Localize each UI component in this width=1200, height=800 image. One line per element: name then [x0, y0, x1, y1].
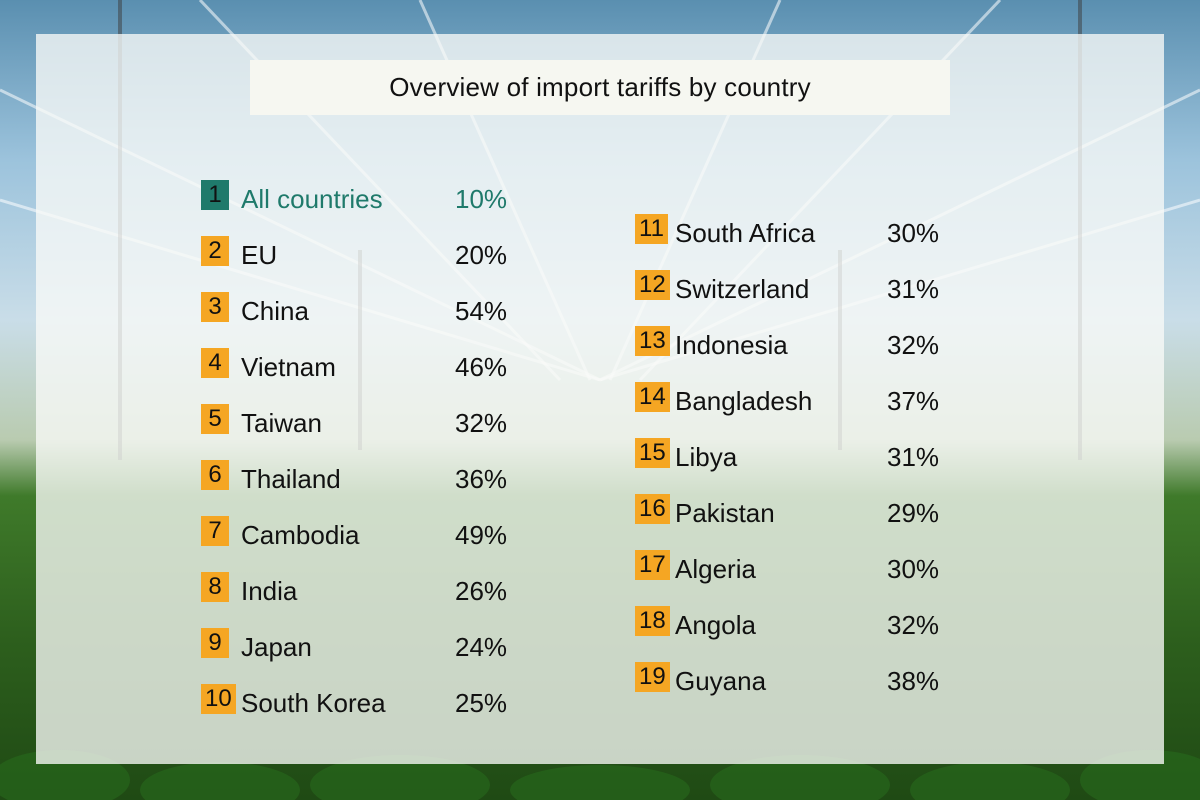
tariff-value: 10%: [455, 184, 508, 214]
rank-badge: 16: [635, 494, 670, 524]
rank-badge: 3: [201, 292, 229, 322]
rank-badge: 5: [201, 404, 229, 434]
page-title: Overview of import tariffs by country: [389, 72, 811, 102]
rank-badge: 14: [635, 382, 670, 412]
tariff-value: 32%: [887, 610, 940, 640]
country-name: Switzerland: [675, 274, 810, 304]
country-name: Japan: [241, 632, 312, 662]
rank-badge: 6: [201, 460, 229, 490]
rank-badge: 2: [201, 236, 229, 266]
tariff-value: 36%: [455, 464, 508, 494]
country-name: South Korea: [241, 688, 386, 718]
rank-badge: 13: [635, 326, 670, 356]
tariff-value: 30%: [887, 554, 940, 584]
tariff-value: 30%: [887, 218, 940, 248]
rank-badge: 11: [635, 214, 668, 244]
country-name: Indonesia: [675, 330, 788, 360]
title-box: Overview of import tariffs by country: [250, 60, 950, 115]
country-name: Angola: [675, 610, 756, 640]
rank-badge: 4: [201, 348, 229, 378]
rank-badge: 18: [635, 606, 670, 636]
country-name: Taiwan: [241, 408, 322, 438]
country-name: Cambodia: [241, 520, 360, 550]
tariff-value: 32%: [887, 330, 940, 360]
tariff-value: 26%: [455, 576, 508, 606]
tariff-value: 37%: [887, 386, 940, 416]
country-name: Vietnam: [241, 352, 336, 382]
tariff-value: 54%: [455, 296, 508, 326]
country-name: Libya: [675, 442, 738, 472]
rank-badge: 17: [635, 550, 670, 580]
rank-badge: 9: [201, 628, 229, 658]
tariff-value: 29%: [887, 498, 940, 528]
tariff-value: 38%: [887, 666, 940, 696]
rank-badge: 1: [201, 180, 229, 210]
country-name: India: [241, 576, 298, 606]
country-name: South Africa: [675, 218, 816, 248]
rank-badge: 15: [635, 438, 670, 468]
country-name: Thailand: [241, 464, 341, 494]
country-name: Pakistan: [675, 498, 775, 528]
rank-badge: 8: [201, 572, 229, 602]
country-name: China: [241, 296, 309, 326]
rank-badge: 7: [201, 516, 229, 546]
rank-badge: 19: [635, 662, 670, 692]
country-name: Bangladesh: [675, 386, 813, 416]
tariff-value: 25%: [455, 688, 508, 718]
tariff-value: 49%: [455, 520, 508, 550]
rank-badge: 12: [635, 270, 670, 300]
tariff-value: 20%: [455, 240, 508, 270]
tariff-value: 46%: [455, 352, 508, 382]
country-name: EU: [241, 240, 278, 270]
country-name: Guyana: [675, 666, 767, 696]
tariff-value: 24%: [455, 632, 508, 662]
tariff-value: 31%: [887, 274, 940, 304]
country-name: Algeria: [675, 554, 756, 584]
rank-badge: 10: [201, 684, 236, 714]
country-name: All countries: [241, 184, 383, 214]
tariff-value: 31%: [887, 442, 940, 472]
tariff-value: 32%: [455, 408, 508, 438]
